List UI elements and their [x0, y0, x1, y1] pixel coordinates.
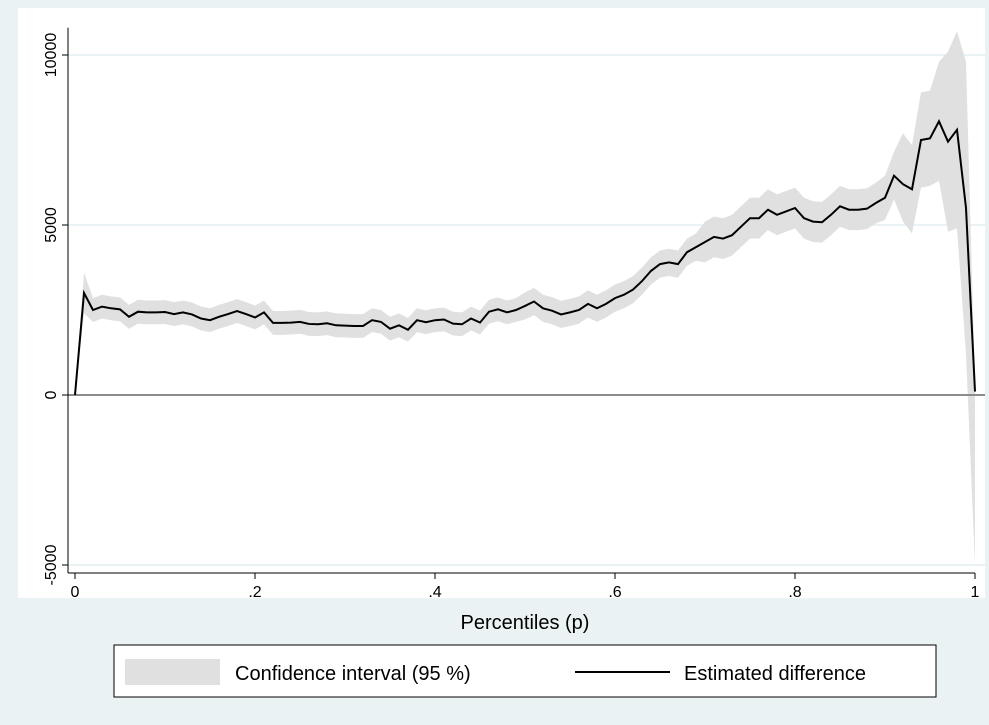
confidence-band [75, 31, 975, 565]
x-tick-label: .2 [248, 584, 261, 601]
estimate-line [74, 119, 976, 396]
legend-swatch [125, 659, 220, 685]
y-tick-label: -5000 [43, 544, 60, 585]
legend-label: Confidence interval (95 %) [235, 663, 471, 685]
legend-label: Estimated difference [684, 663, 866, 685]
x-tick-label: .8 [788, 584, 801, 601]
x-tick-label: 0 [71, 584, 80, 601]
x-tick-label: 1 [971, 584, 980, 601]
y-tick-label: 10000 [43, 33, 60, 78]
y-tick-label: 5000 [43, 207, 60, 243]
legend [113, 644, 937, 698]
x-tick-label: .6 [608, 584, 621, 601]
x-tick-label: .4 [428, 584, 441, 601]
x-axis-title: Percentiles (p) [461, 612, 590, 634]
y-tick-label: 0 [43, 390, 60, 399]
